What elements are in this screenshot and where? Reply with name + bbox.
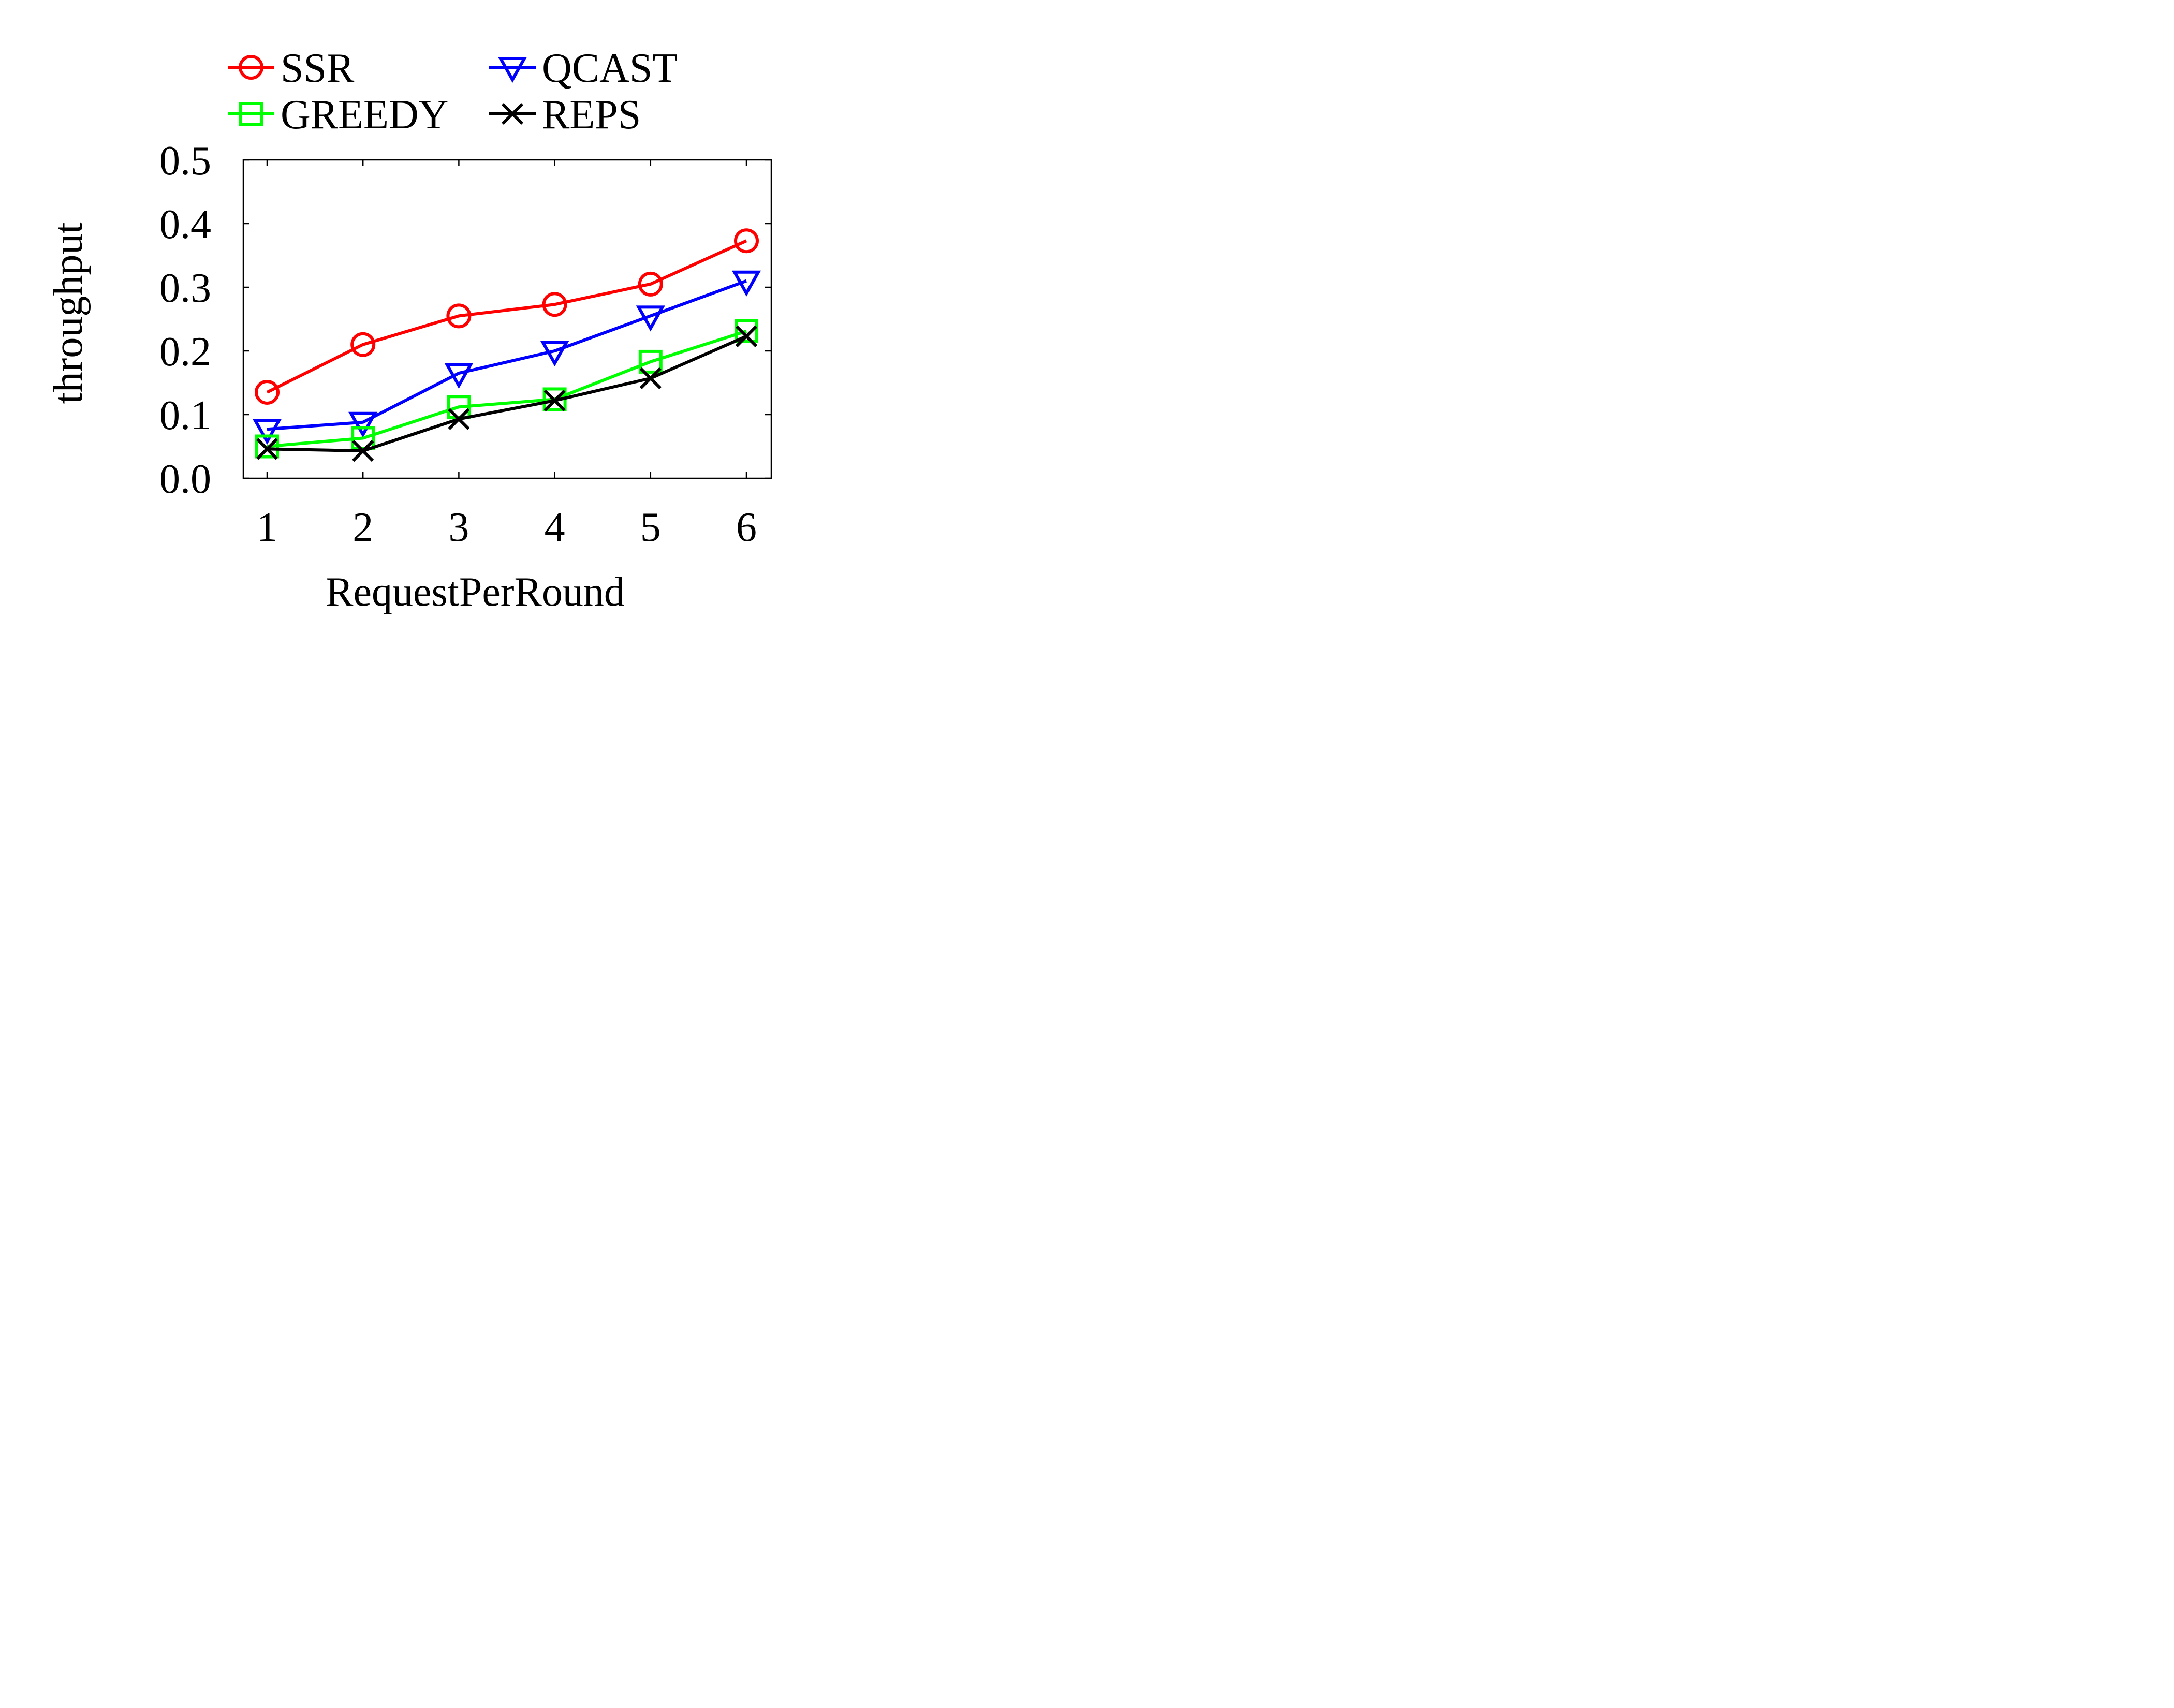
series-line-reps xyxy=(267,334,747,453)
plot-area-frame xyxy=(242,159,772,479)
line-chart: SSR QCAST GREEDY REPS 0.0 0.1 0.2 0.3 0.4 0.5 1 2… xyxy=(46,46,772,615)
data-point-qcast xyxy=(252,419,282,445)
x-tick-label: 3 xyxy=(448,505,469,550)
legend-marker-ssr xyxy=(239,55,263,80)
series-layer xyxy=(252,228,761,462)
legend-entry-ssr: SSR xyxy=(228,46,355,91)
legend: SSR QCAST GREEDY REPS xyxy=(228,46,678,138)
legend-entry-greedy: GREEDY xyxy=(228,92,448,138)
data-point-reps xyxy=(735,325,758,347)
x-tick-label: 4 xyxy=(545,505,565,550)
legend-marker-greedy xyxy=(239,102,263,126)
data-point-ssr xyxy=(542,292,567,317)
y-tick-label: 0.5 xyxy=(159,138,211,184)
y-tick-label: 0.3 xyxy=(159,266,211,311)
data-point-qcast xyxy=(636,305,665,332)
data-point-reps xyxy=(639,367,662,390)
legend-label: REPS xyxy=(542,92,641,138)
y-axis-ticks: 0.0 0.1 0.2 0.3 0.4 0.5 xyxy=(159,138,771,502)
data-point-qcast xyxy=(348,411,378,438)
data-point-greedy xyxy=(735,319,758,343)
data-point-greedy xyxy=(638,349,663,374)
data-point-ssr xyxy=(255,379,280,405)
legend-marker-reps xyxy=(501,102,524,125)
data-point-greedy xyxy=(351,426,375,450)
data-point-ssr xyxy=(638,271,663,297)
data-point-qcast xyxy=(540,341,569,367)
x-tick-label: 1 xyxy=(257,505,277,550)
y-tick-label: 0.2 xyxy=(159,329,211,375)
series-line-qcast xyxy=(267,279,747,431)
legend-entry-qcast: QCAST xyxy=(489,46,678,91)
legend-marker-qcast xyxy=(497,57,527,83)
series-line-ssr xyxy=(266,239,747,394)
data-point-ssr xyxy=(734,228,759,254)
x-axis-ticks: 1 2 3 4 5 6 xyxy=(257,160,757,550)
y-tick-label: 0.0 xyxy=(159,457,211,502)
data-point-ssr xyxy=(350,332,376,357)
x-axis-label: RequestPerRound xyxy=(326,569,625,615)
legend-label: SSR xyxy=(281,46,355,91)
y-axis-label: throughput xyxy=(46,222,91,404)
series-ssr xyxy=(255,228,759,405)
data-point-reps xyxy=(448,408,470,430)
series-line-greedy xyxy=(267,330,747,448)
y-tick-label: 0.4 xyxy=(159,202,211,247)
data-point-reps xyxy=(352,439,374,462)
data-point-ssr xyxy=(446,303,472,329)
data-point-reps xyxy=(256,438,278,460)
x-tick-label: 2 xyxy=(352,505,373,550)
legend-label: QCAST xyxy=(542,46,678,91)
legend-entry-reps: REPS xyxy=(489,92,641,138)
series-qcast xyxy=(252,270,761,445)
data-point-reps xyxy=(544,389,566,412)
x-tick-label: 5 xyxy=(640,505,661,550)
x-tick-label: 6 xyxy=(736,505,757,550)
data-point-qcast xyxy=(444,363,474,389)
data-point-qcast xyxy=(731,270,761,297)
data-point-greedy xyxy=(255,434,279,459)
series-greedy xyxy=(255,319,758,459)
y-tick-label: 0.1 xyxy=(159,393,211,438)
legend-label: GREEDY xyxy=(281,92,448,138)
series-reps xyxy=(256,325,758,462)
